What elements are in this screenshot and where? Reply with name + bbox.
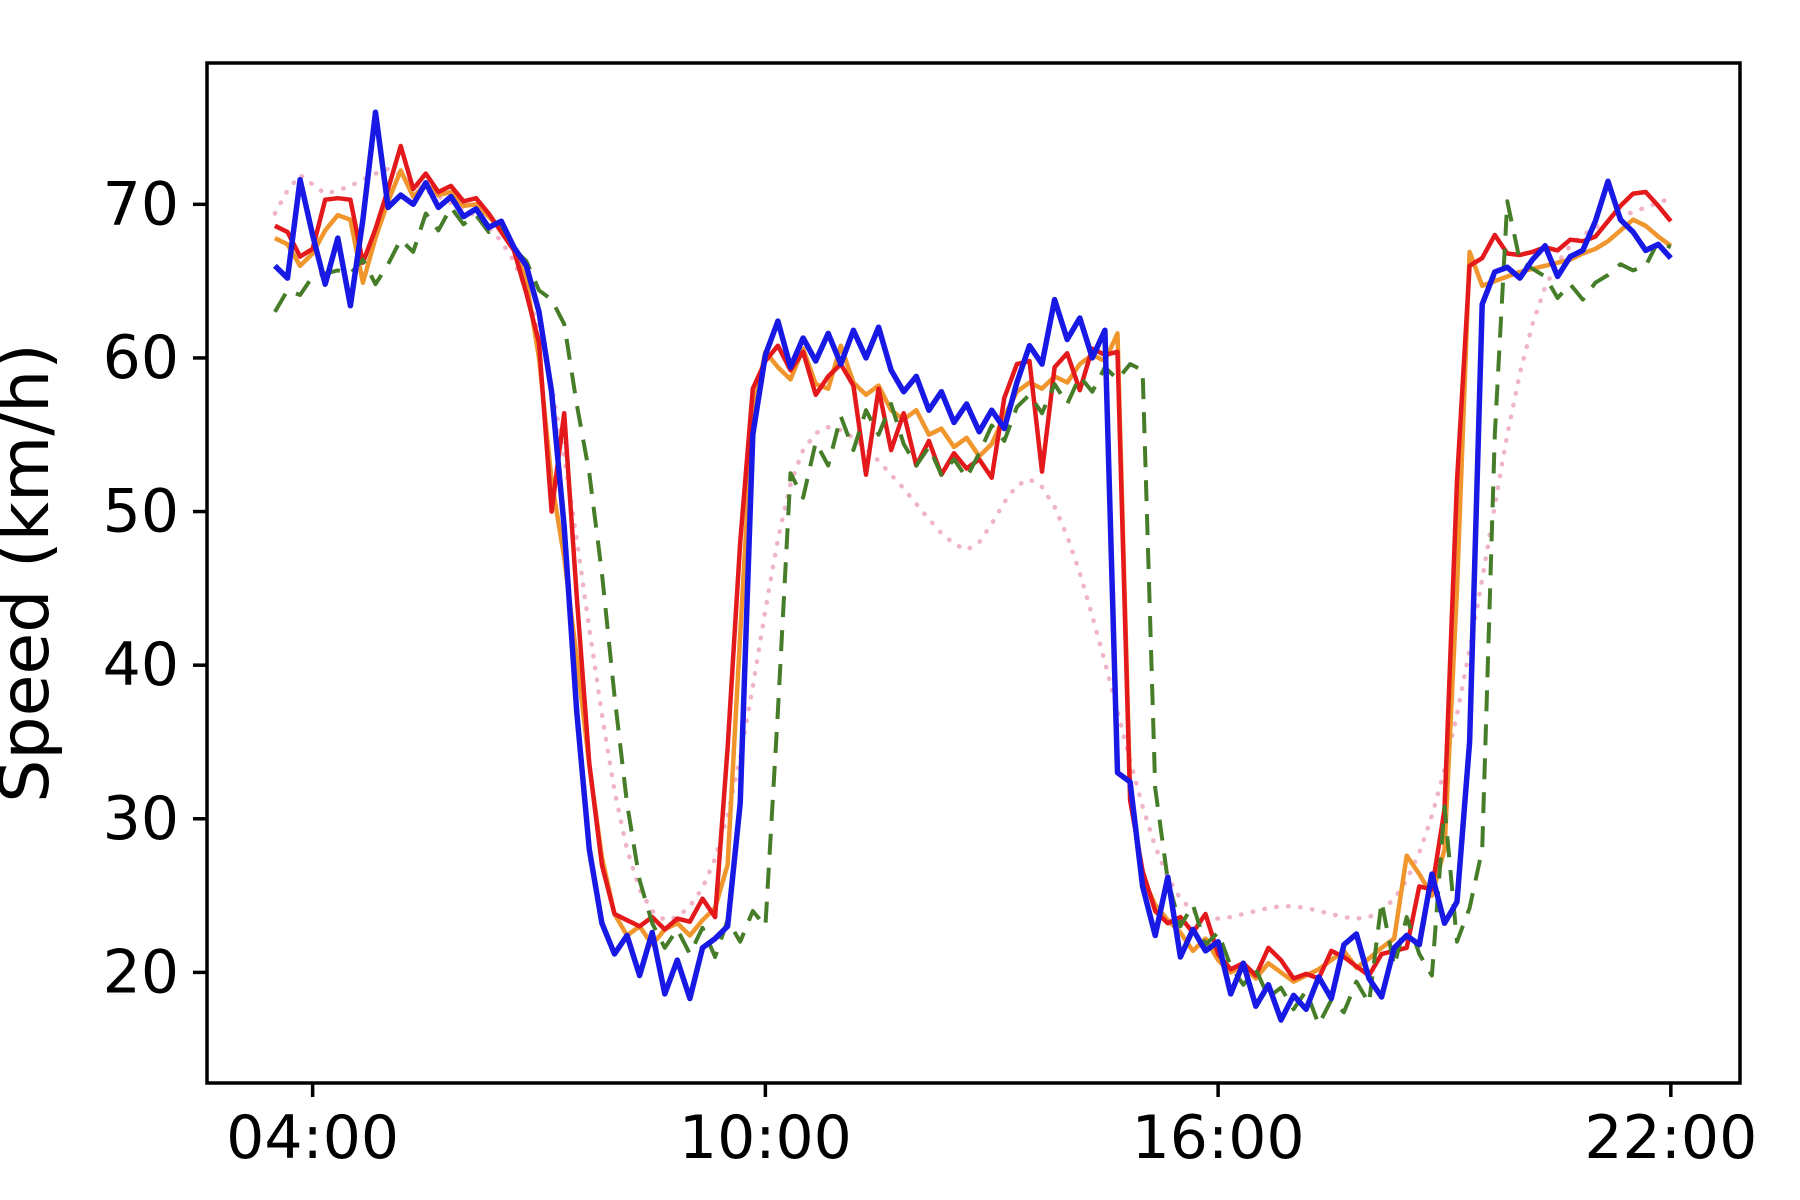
- x-tick-label: 04:00: [226, 1103, 399, 1173]
- series-pink-dotted: [272, 166, 1674, 923]
- axis-tick-labels: 04:00 10:00 16:00 22:00 20 30 40 50 60 70: [103, 169, 1758, 1173]
- x-tick-label: 10:00: [679, 1103, 852, 1173]
- x-tick-label: 22:00: [1584, 1103, 1757, 1173]
- y-tick-label: 40: [103, 630, 179, 700]
- x-tick-label: 16:00: [1132, 1103, 1305, 1173]
- plot-area-border: [205, 61, 1742, 1085]
- y-tick-label: 50: [103, 477, 179, 547]
- series-blue-solid: [272, 109, 1673, 1023]
- axis-ticks: [193, 202, 1673, 1097]
- y-tick-label: 20: [103, 937, 179, 1007]
- y-tick-label: 30: [103, 784, 179, 854]
- y-tick-label: 60: [103, 323, 179, 393]
- y-axis-label: Speed (km/h): [0, 343, 65, 802]
- y-tick-label: 70: [103, 169, 179, 239]
- series-lines: [272, 109, 1674, 1027]
